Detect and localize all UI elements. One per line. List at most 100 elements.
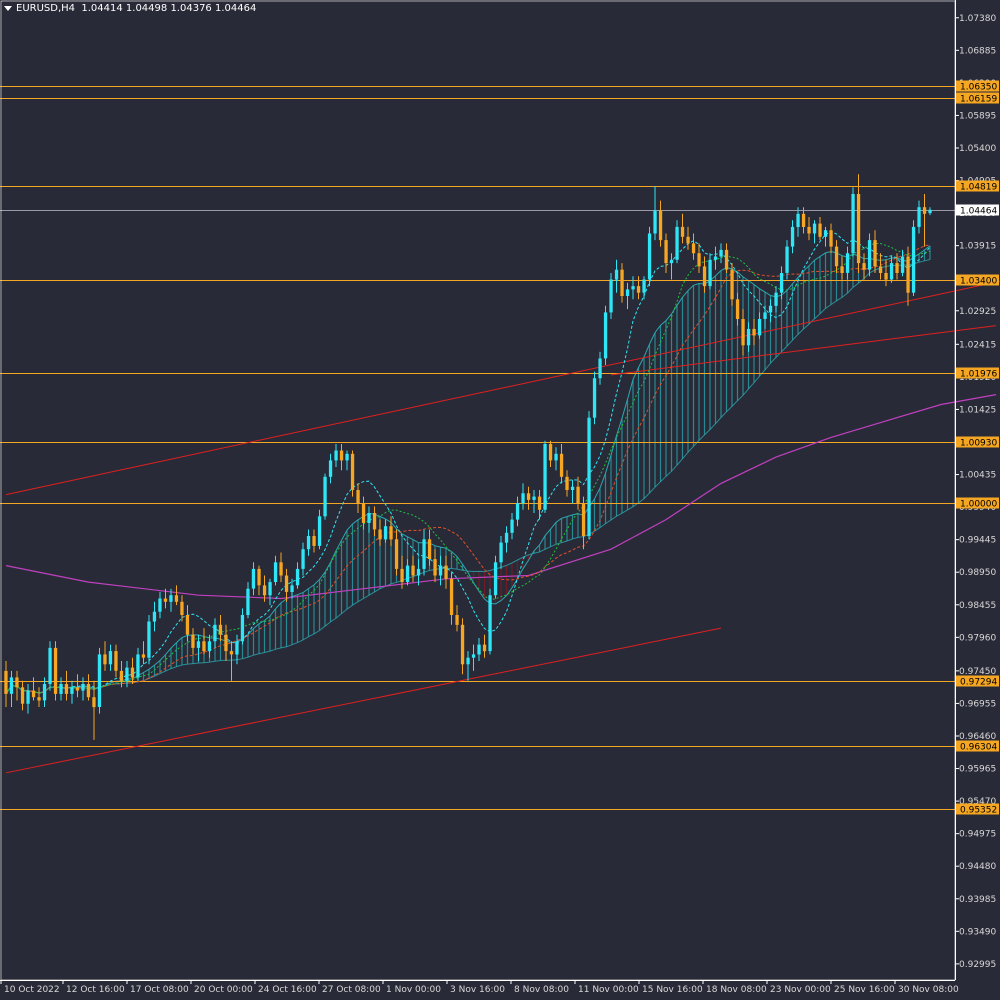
candle[interactable]	[625, 282, 630, 310]
candle[interactable]	[317, 509, 322, 550]
candle[interactable]	[26, 684, 30, 714]
candle[interactable]	[251, 562, 256, 596]
candle[interactable]	[862, 253, 866, 280]
candle[interactable]	[240, 608, 245, 645]
candle[interactable]	[559, 444, 564, 484]
candle[interactable]	[70, 680, 74, 704]
candle[interactable]	[614, 259, 619, 293]
candle[interactable]	[224, 624, 228, 661]
candle[interactable]	[895, 253, 899, 280]
candle[interactable]	[741, 309, 745, 356]
candle[interactable]	[53, 641, 58, 701]
candle[interactable]	[471, 644, 476, 671]
candle[interactable]	[301, 542, 305, 576]
candle[interactable]	[642, 276, 646, 300]
candle[interactable]	[97, 647, 102, 714]
candle[interactable]	[444, 555, 448, 589]
candle[interactable]	[768, 299, 773, 323]
candle[interactable]	[20, 680, 25, 711]
candle[interactable]	[515, 496, 520, 527]
candle[interactable]	[900, 249, 905, 277]
candle[interactable]	[290, 578, 294, 599]
candle[interactable]	[482, 634, 487, 658]
candle[interactable]	[323, 473, 327, 520]
candle[interactable]	[31, 677, 36, 701]
candle[interactable]	[350, 450, 355, 497]
candle[interactable]	[405, 559, 410, 586]
candle[interactable]	[367, 506, 371, 533]
candle[interactable]	[889, 256, 894, 283]
candle[interactable]	[504, 526, 509, 553]
candle[interactable]	[345, 450, 349, 471]
candle[interactable]	[422, 529, 426, 576]
candle[interactable]	[75, 674, 80, 698]
candle[interactable]	[262, 575, 267, 602]
candle[interactable]	[834, 240, 839, 273]
dropdown-triangle-icon[interactable]	[4, 5, 12, 11]
candle[interactable]	[103, 641, 107, 671]
candle[interactable]	[427, 529, 432, 566]
candle[interactable]	[818, 217, 822, 241]
candle[interactable]	[906, 246, 910, 306]
candle[interactable]	[752, 319, 756, 346]
candle[interactable]	[174, 585, 179, 606]
candle[interactable]	[917, 200, 921, 234]
candle[interactable]	[878, 253, 883, 280]
candle[interactable]	[928, 207, 932, 216]
candle[interactable]	[510, 513, 514, 540]
candle[interactable]	[867, 233, 872, 277]
candle[interactable]	[598, 351, 602, 385]
candle[interactable]	[873, 230, 877, 273]
candle[interactable]	[141, 641, 146, 665]
candle[interactable]	[196, 634, 201, 661]
candle[interactable]	[922, 194, 927, 247]
candle[interactable]	[669, 253, 674, 280]
candle[interactable]	[356, 483, 360, 513]
candle[interactable]	[328, 453, 333, 484]
candle[interactable]	[840, 256, 844, 280]
candle[interactable]	[130, 657, 135, 684]
candle[interactable]	[812, 220, 817, 244]
candle[interactable]	[658, 200, 663, 247]
candle[interactable]	[229, 641, 234, 681]
candle[interactable]	[86, 674, 91, 701]
candle[interactable]	[152, 601, 157, 632]
candle[interactable]	[724, 243, 729, 273]
candle[interactable]	[548, 440, 553, 467]
candle[interactable]	[383, 519, 388, 543]
candle[interactable]	[433, 549, 437, 583]
candle[interactable]	[438, 555, 443, 586]
candle[interactable]	[730, 263, 734, 306]
candle[interactable]	[708, 253, 712, 290]
candle[interactable]	[565, 470, 569, 497]
candle[interactable]	[108, 644, 113, 671]
candle[interactable]	[647, 226, 652, 287]
candle[interactable]	[64, 670, 69, 701]
candle[interactable]	[284, 568, 289, 602]
candle[interactable]	[713, 246, 718, 270]
candle[interactable]	[59, 677, 63, 701]
candle[interactable]	[521, 483, 525, 510]
candle[interactable]	[856, 174, 861, 273]
trendline[interactable]	[610, 325, 997, 376]
candle[interactable]	[680, 213, 685, 244]
candle[interactable]	[763, 305, 767, 329]
candle[interactable]	[191, 628, 195, 655]
candle[interactable]	[801, 207, 806, 234]
candle[interactable]	[279, 552, 283, 583]
candle[interactable]	[180, 595, 184, 622]
candle[interactable]	[631, 276, 635, 300]
candle[interactable]	[411, 555, 415, 583]
candle[interactable]	[378, 519, 382, 546]
candle[interactable]	[609, 273, 613, 319]
candle[interactable]	[488, 588, 492, 655]
candle[interactable]	[664, 233, 668, 274]
candle[interactable]	[757, 312, 762, 339]
candle[interactable]	[581, 496, 586, 550]
candle[interactable]	[620, 263, 624, 303]
candle[interactable]	[306, 529, 311, 556]
candle[interactable]	[790, 220, 795, 254]
candle[interactable]	[416, 559, 421, 586]
candle[interactable]	[185, 605, 190, 642]
